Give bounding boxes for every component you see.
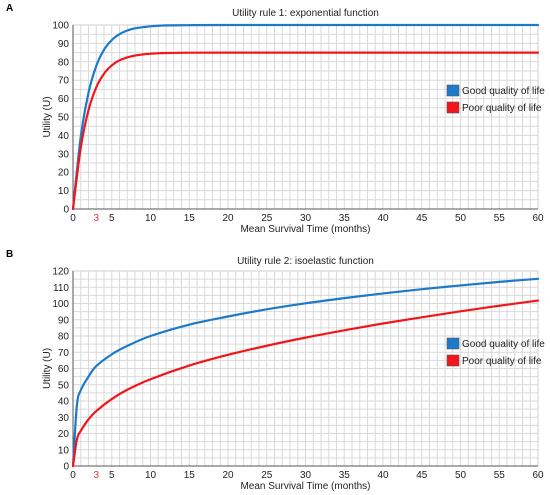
x-tick-label: 3 [93, 213, 99, 224]
y-tick-label: 80 [58, 332, 70, 343]
y-tick-label: 20 [58, 168, 70, 179]
y-tick-label: 10 [58, 186, 70, 197]
x-tick-label: 10 [145, 470, 157, 481]
panel-letter: A [6, 3, 13, 14]
chart-title: Utility rule 2: isoelastic function [237, 256, 374, 267]
x-tick-label: 35 [339, 470, 351, 481]
legend-label: Poor quality of life [462, 356, 542, 367]
x-tick-label: 15 [184, 470, 196, 481]
y-tick-label: 100 [52, 21, 69, 32]
y-tick-label: 110 [53, 283, 69, 294]
y-axis-label: Utility (U) [42, 348, 53, 389]
legend-swatch [446, 101, 460, 114]
series-line-poor [71, 299, 540, 468]
x-tick-label: 55 [494, 470, 506, 481]
x-tick-label: 0 [70, 213, 76, 224]
y-tick-label: 70 [58, 76, 70, 87]
x-tick-label: 45 [416, 470, 428, 481]
y-tick-label: 90 [58, 315, 70, 326]
x-tick-label: 3 [93, 470, 99, 481]
y-tick-label: 30 [58, 149, 70, 160]
x-tick-label: 25 [261, 213, 273, 224]
y-tick-label: 120 [52, 267, 69, 278]
x-tick-label: 60 [532, 470, 544, 481]
y-tick-label: 60 [58, 94, 70, 105]
x-tick-label: 0 [70, 470, 76, 481]
x-tick-label: 35 [339, 213, 351, 224]
y-tick-label: 100 [52, 299, 69, 310]
x-tick-label: 15 [184, 213, 196, 224]
y-tick-label: 70 [58, 348, 70, 359]
y-tick-label: 40 [58, 131, 70, 142]
y-tick-label: 0 [63, 205, 69, 216]
x-tick-label: 5 [109, 470, 115, 481]
legend-swatch [446, 354, 460, 367]
y-tick-label: 0 [63, 462, 69, 473]
x-tick-label: 40 [377, 470, 389, 481]
legend-swatch [446, 84, 460, 97]
legend-swatch [446, 337, 460, 350]
y-tick-label: 40 [58, 397, 70, 408]
legend-label: Good quality of life [462, 339, 545, 350]
x-tick-label: 20 [222, 213, 234, 224]
x-tick-label: 45 [416, 213, 428, 224]
legend-label: Poor quality of life [462, 103, 542, 114]
series-line-good [71, 23, 540, 211]
y-tick-label: 10 [58, 445, 70, 456]
x-tick-label: 30 [300, 470, 312, 481]
y-tick-label: 50 [58, 113, 70, 124]
y-tick-label: 80 [58, 57, 70, 68]
x-tick-label: 25 [261, 470, 273, 481]
series-line-good [71, 277, 540, 468]
y-tick-label: 20 [58, 429, 70, 440]
y-tick-label: 50 [58, 380, 70, 391]
y-tick-label: 30 [58, 413, 70, 424]
panel-letter: B [6, 249, 13, 260]
x-axis-label: Mean Survival Time (months) [240, 224, 370, 235]
x-axis-label: Mean Survival Time (months) [240, 481, 370, 492]
series-line-poor [71, 51, 540, 211]
x-tick-label: 5 [109, 213, 115, 224]
legend-label: Good quality of life [462, 86, 545, 97]
y-tick-label: 60 [58, 364, 70, 375]
x-tick-label: 20 [222, 470, 234, 481]
x-tick-label: 50 [455, 470, 467, 481]
x-tick-label: 50 [455, 213, 467, 224]
x-tick-label: 55 [494, 213, 506, 224]
x-tick-label: 10 [145, 213, 157, 224]
chart-title: Utility rule 1: exponential function [232, 8, 379, 19]
x-tick-label: 60 [532, 213, 544, 224]
y-tick-label: 90 [58, 39, 70, 50]
x-tick-label: 30 [300, 213, 312, 224]
y-axis-label: Utility (U) [42, 96, 53, 137]
x-tick-label: 40 [377, 213, 389, 224]
